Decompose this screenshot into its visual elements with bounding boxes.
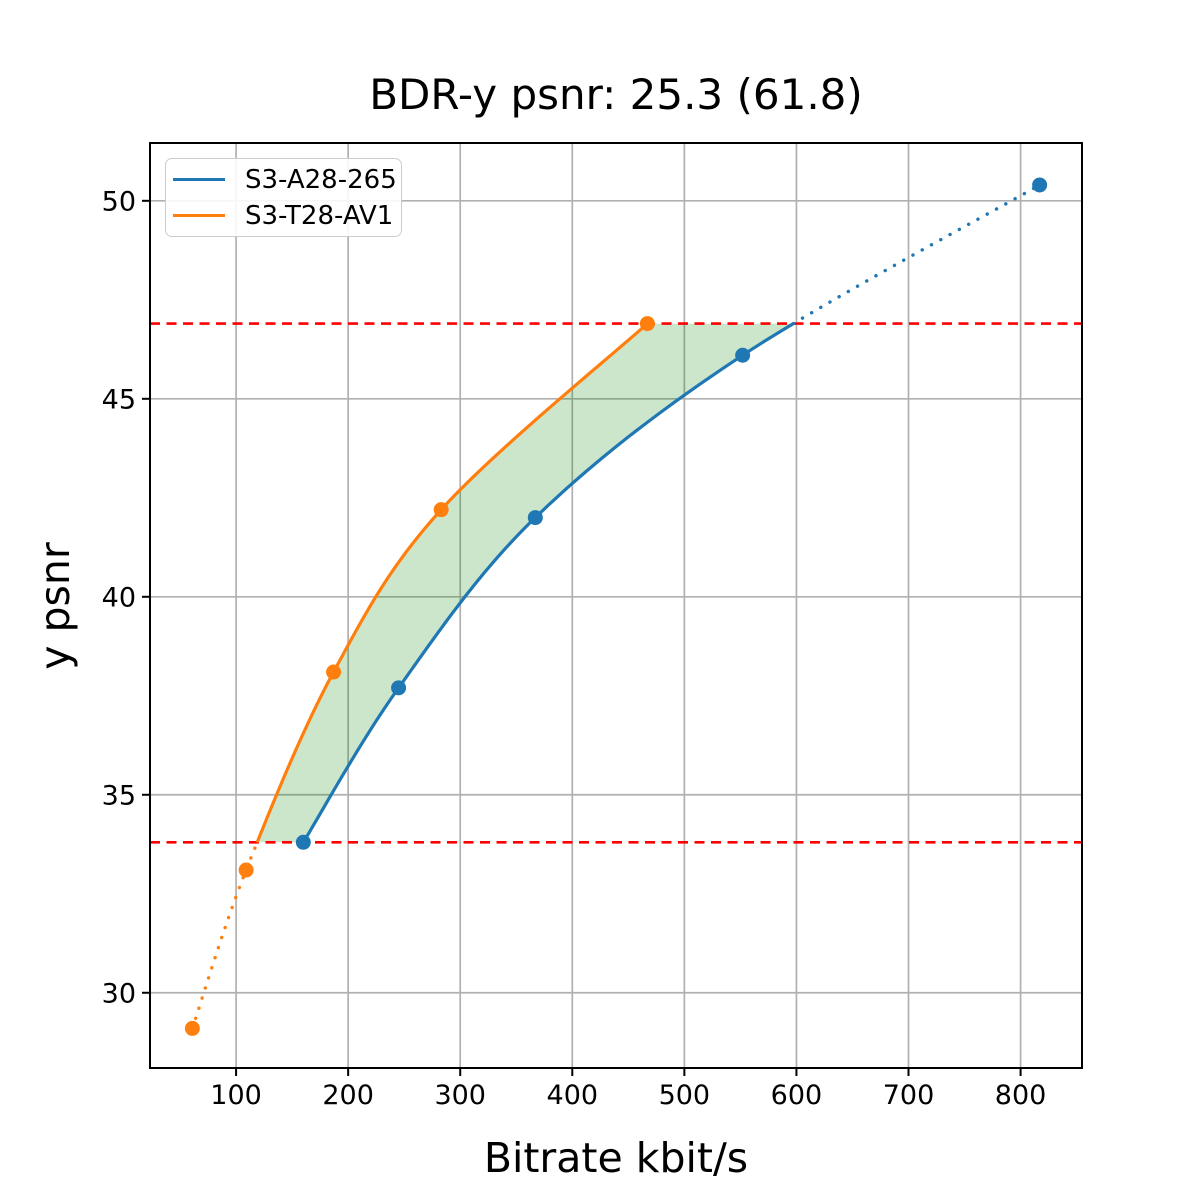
x-tick-label: 600 (771, 1080, 823, 1111)
y-tick-label: 35 (102, 780, 136, 811)
chart-title: BDR-y psnr: 25.3 (61.8) (369, 70, 863, 119)
y-tick-label: 30 (102, 978, 136, 1009)
x-tick-label: 200 (322, 1080, 374, 1111)
y-tick-label: 45 (102, 384, 136, 415)
x-axis-label: Bitrate kbit/s (483, 1134, 749, 1182)
plot-border (149, 142, 1083, 1069)
y-tick-label: 50 (102, 186, 136, 217)
legend-line-sample-icon (173, 177, 225, 182)
x-tick-label: 400 (547, 1080, 599, 1111)
series-S3-A28-265-line (301, 322, 795, 844)
legend-label: S3-T28-AV1 (245, 200, 394, 231)
bd-overlap-region (257, 323, 794, 843)
x-tick-label: 700 (883, 1080, 935, 1111)
data-point-marker (295, 834, 311, 850)
legend-entry: S3-T28-AV1 (173, 203, 401, 229)
legend-entry: S3-A28-265 (173, 167, 401, 193)
data-point-marker (1032, 177, 1048, 193)
x-tick-label: 100 (210, 1080, 262, 1111)
x-tick-label: 300 (434, 1080, 486, 1111)
series-S3-A28-265-line-extrapolated (791, 183, 1042, 326)
data-point-marker (326, 664, 342, 680)
data-point-marker (184, 1020, 200, 1036)
y-axis-label: y psnr (31, 542, 79, 670)
y-tick-label: 40 (102, 582, 136, 613)
data-point-marker (735, 347, 751, 363)
data-point-marker (527, 510, 543, 526)
series-S3-T28-AV1-line-extrapolated (190, 840, 259, 1031)
legend: S3-A28-265 S3-T28-AV1 (165, 158, 402, 237)
axis-ticks: 100 200 300 400 500 600 700 800 30 35 40 45 50 (102, 186, 1047, 1111)
grid (150, 143, 1082, 1068)
legend-label: S3-A28-265 (245, 164, 397, 195)
x-tick-label: 500 (659, 1080, 711, 1111)
data-point-marker (433, 502, 449, 518)
data-point-marker (639, 316, 655, 332)
data-point-marker (238, 862, 254, 878)
legend-line-sample-icon (173, 213, 225, 218)
x-tick-label: 800 (995, 1080, 1047, 1111)
series-S3-T28-AV1-line (255, 322, 649, 843)
data-point-marker (391, 680, 407, 696)
